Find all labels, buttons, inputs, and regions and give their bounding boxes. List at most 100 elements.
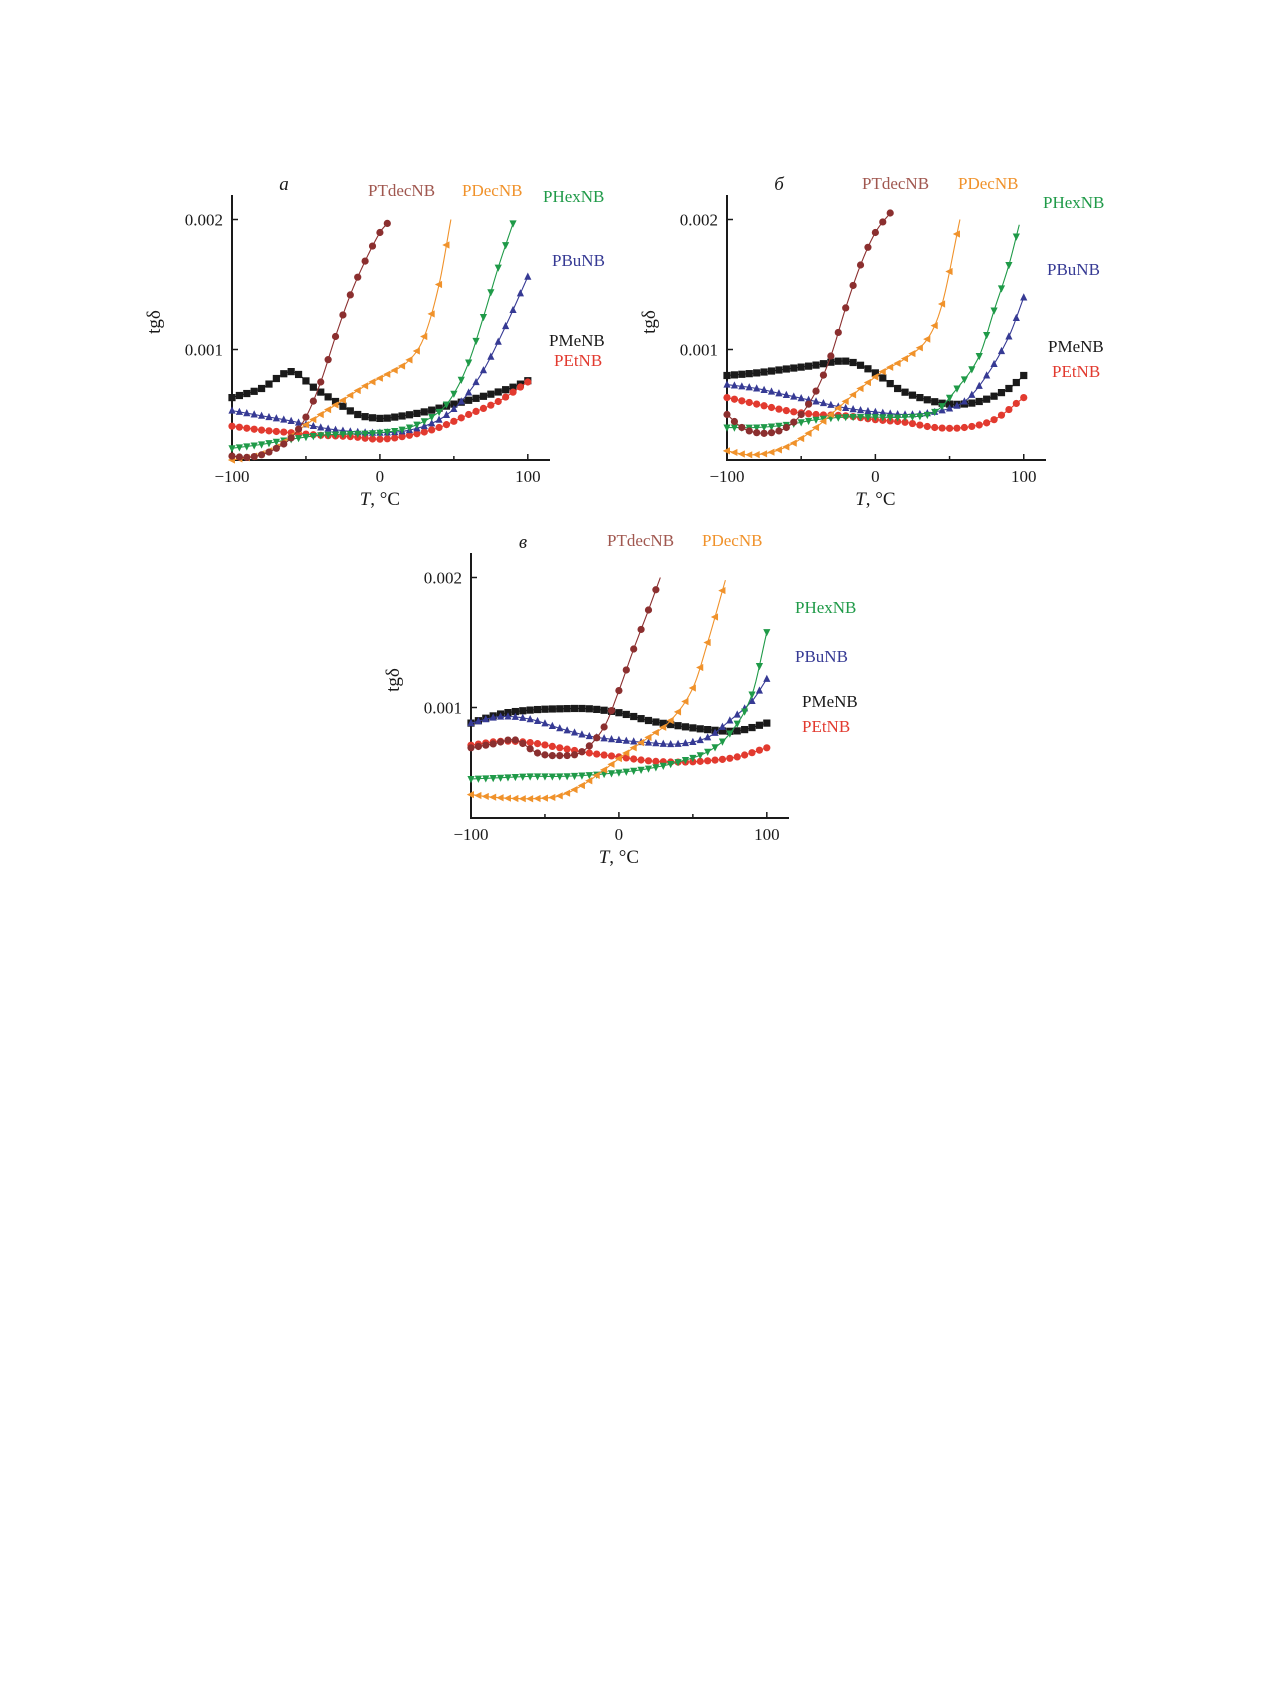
series-label-petnb: PEtNB — [554, 351, 602, 370]
phexnb-point — [519, 773, 527, 781]
pdecnb-point — [338, 396, 346, 404]
ptdecnb-point — [541, 751, 549, 759]
pbunb-point — [496, 712, 505, 720]
pbunb-point — [689, 737, 697, 745]
pmenb-point — [842, 357, 850, 365]
phexnb-point — [711, 744, 719, 752]
pmenb-point — [346, 407, 354, 415]
pdecnb-point — [622, 749, 630, 757]
pmenb-point — [391, 413, 399, 421]
pmenb-point — [849, 358, 857, 367]
pmenb-point — [479, 392, 488, 400]
pbunb-point — [871, 407, 879, 415]
pmenb-point — [723, 371, 731, 380]
pdecnb-point — [759, 450, 768, 458]
pmenb-point — [1020, 371, 1028, 380]
petnb-point — [524, 378, 532, 386]
phexnb-point — [324, 431, 332, 439]
pmenb-point — [585, 705, 593, 713]
pdecnb-point — [782, 443, 790, 451]
pdecnb-point — [599, 766, 608, 774]
phexnb-point — [733, 720, 741, 728]
petnb-point — [494, 397, 502, 406]
phexnb-point — [265, 440, 273, 448]
pbunb-point — [578, 730, 586, 738]
series-label-ptdecnb: PTdecNB — [607, 531, 674, 550]
ptdecnb-point — [879, 218, 887, 226]
phexnb-point — [413, 421, 421, 429]
pdecnb-point — [525, 795, 534, 803]
x-tick-label: 0 — [871, 467, 880, 486]
ptdecnb-point — [317, 378, 325, 386]
pdecnb-point — [427, 310, 435, 318]
pbunb-point — [990, 359, 998, 368]
pbunb-point — [442, 410, 451, 418]
pdecnb-point — [915, 344, 923, 352]
petnb-point — [938, 424, 946, 432]
pmenb-point — [509, 383, 517, 391]
petnb-point — [644, 757, 653, 765]
phexnb-point — [674, 759, 682, 767]
series-ptdecnb — [228, 219, 391, 461]
pdecnb-point — [767, 448, 775, 456]
phexnb-point — [526, 773, 534, 781]
pbunb-point — [842, 403, 850, 411]
ptdecnb-point — [511, 736, 519, 744]
pmenb-point — [465, 396, 473, 404]
pdecnb-point — [592, 771, 600, 779]
pdecnb-point — [316, 410, 324, 419]
pmenb-point — [1005, 384, 1013, 393]
petnb-point — [272, 427, 280, 436]
pmenb-point — [228, 394, 236, 402]
ptdecnb-point — [257, 451, 266, 459]
pbunb-point — [331, 425, 340, 433]
pbunb-point — [812, 397, 820, 405]
phexnb-point — [339, 431, 347, 439]
phexnb-point — [960, 376, 968, 384]
ptdecnb-point — [864, 243, 872, 251]
petnb-point — [726, 754, 734, 762]
pdecnb-point — [488, 793, 497, 801]
petnb-point — [391, 434, 399, 442]
pmenb-point — [704, 726, 712, 734]
ptdecnb-point — [745, 427, 753, 435]
pmenb-point — [812, 361, 820, 369]
pmenb-point — [741, 725, 749, 734]
x-tick-label: 100 — [1011, 467, 1037, 486]
phexnb-point — [797, 419, 805, 427]
petnb-point — [398, 433, 406, 441]
chart-panel-1: −100 0 100 0.001 0.002 tgδ T, °C а PTdecNB PDecNB… — [144, 174, 605, 510]
petnb-point — [997, 411, 1006, 419]
pmenb-point — [908, 391, 917, 399]
ptdecnb-point — [782, 423, 790, 432]
ptdecnb-point — [812, 387, 820, 395]
ptdecnb-point — [630, 645, 638, 653]
ptdecnb-point — [849, 281, 857, 290]
pmenb-point — [526, 706, 534, 714]
pbunb-point — [502, 321, 510, 330]
pmenb-point — [361, 413, 369, 421]
pmenb-point — [718, 727, 727, 735]
phexnb-point — [504, 774, 512, 782]
axes — [231, 195, 550, 461]
petnb-point — [931, 423, 939, 432]
pmenb-point — [856, 361, 865, 369]
pdecnb-point — [651, 728, 659, 737]
phexnb-point — [472, 337, 480, 346]
petnb-point — [805, 410, 813, 418]
pbunb-point — [879, 408, 887, 416]
pdecnb-point — [375, 374, 383, 382]
phexnb-point — [730, 424, 739, 432]
phexnb-point — [331, 431, 340, 439]
phexnb-point — [435, 408, 443, 417]
pmenb-point — [790, 364, 798, 372]
phexnb-point — [689, 754, 697, 763]
ptdecnb-point — [376, 228, 384, 237]
ptdecnb-point — [250, 452, 258, 461]
petnb-point — [435, 423, 443, 432]
petnb-point — [923, 422, 931, 431]
pdecnb-point — [681, 697, 689, 706]
pdecnb-point — [607, 760, 615, 768]
pdecnb-point — [420, 332, 428, 341]
pbunb-point — [711, 728, 719, 736]
